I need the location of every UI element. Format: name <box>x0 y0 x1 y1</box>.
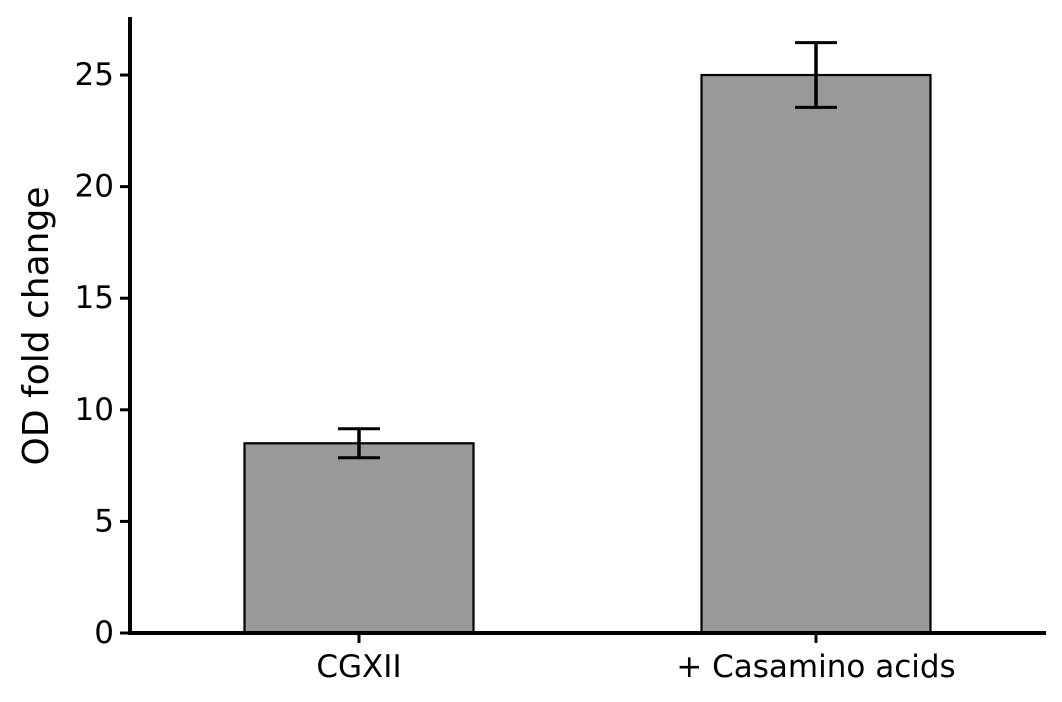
y-tick-label-5: 25 <box>75 57 114 93</box>
x-ticks-group: CGXII + Casamino acids <box>316 633 956 685</box>
y-axis-title: OD fold change <box>16 187 57 466</box>
bar-1 <box>700 73 932 635</box>
bar-0 <box>243 442 475 635</box>
x-tick-label-0: CGXII <box>316 649 401 685</box>
y-tick-label-2: 10 <box>75 392 114 428</box>
y-ticks-group: 0 5 10 15 20 25 <box>75 57 130 651</box>
y-tick-label-4: 20 <box>75 169 114 205</box>
x-tick-label-1: + Casamino acids <box>676 649 955 685</box>
y-tick-label-3: 15 <box>75 280 114 316</box>
bars-group <box>243 73 932 635</box>
y-tick-label-0: 0 <box>94 615 114 651</box>
y-tick-label-1: 5 <box>94 503 114 539</box>
error-bars-group <box>338 41 837 460</box>
